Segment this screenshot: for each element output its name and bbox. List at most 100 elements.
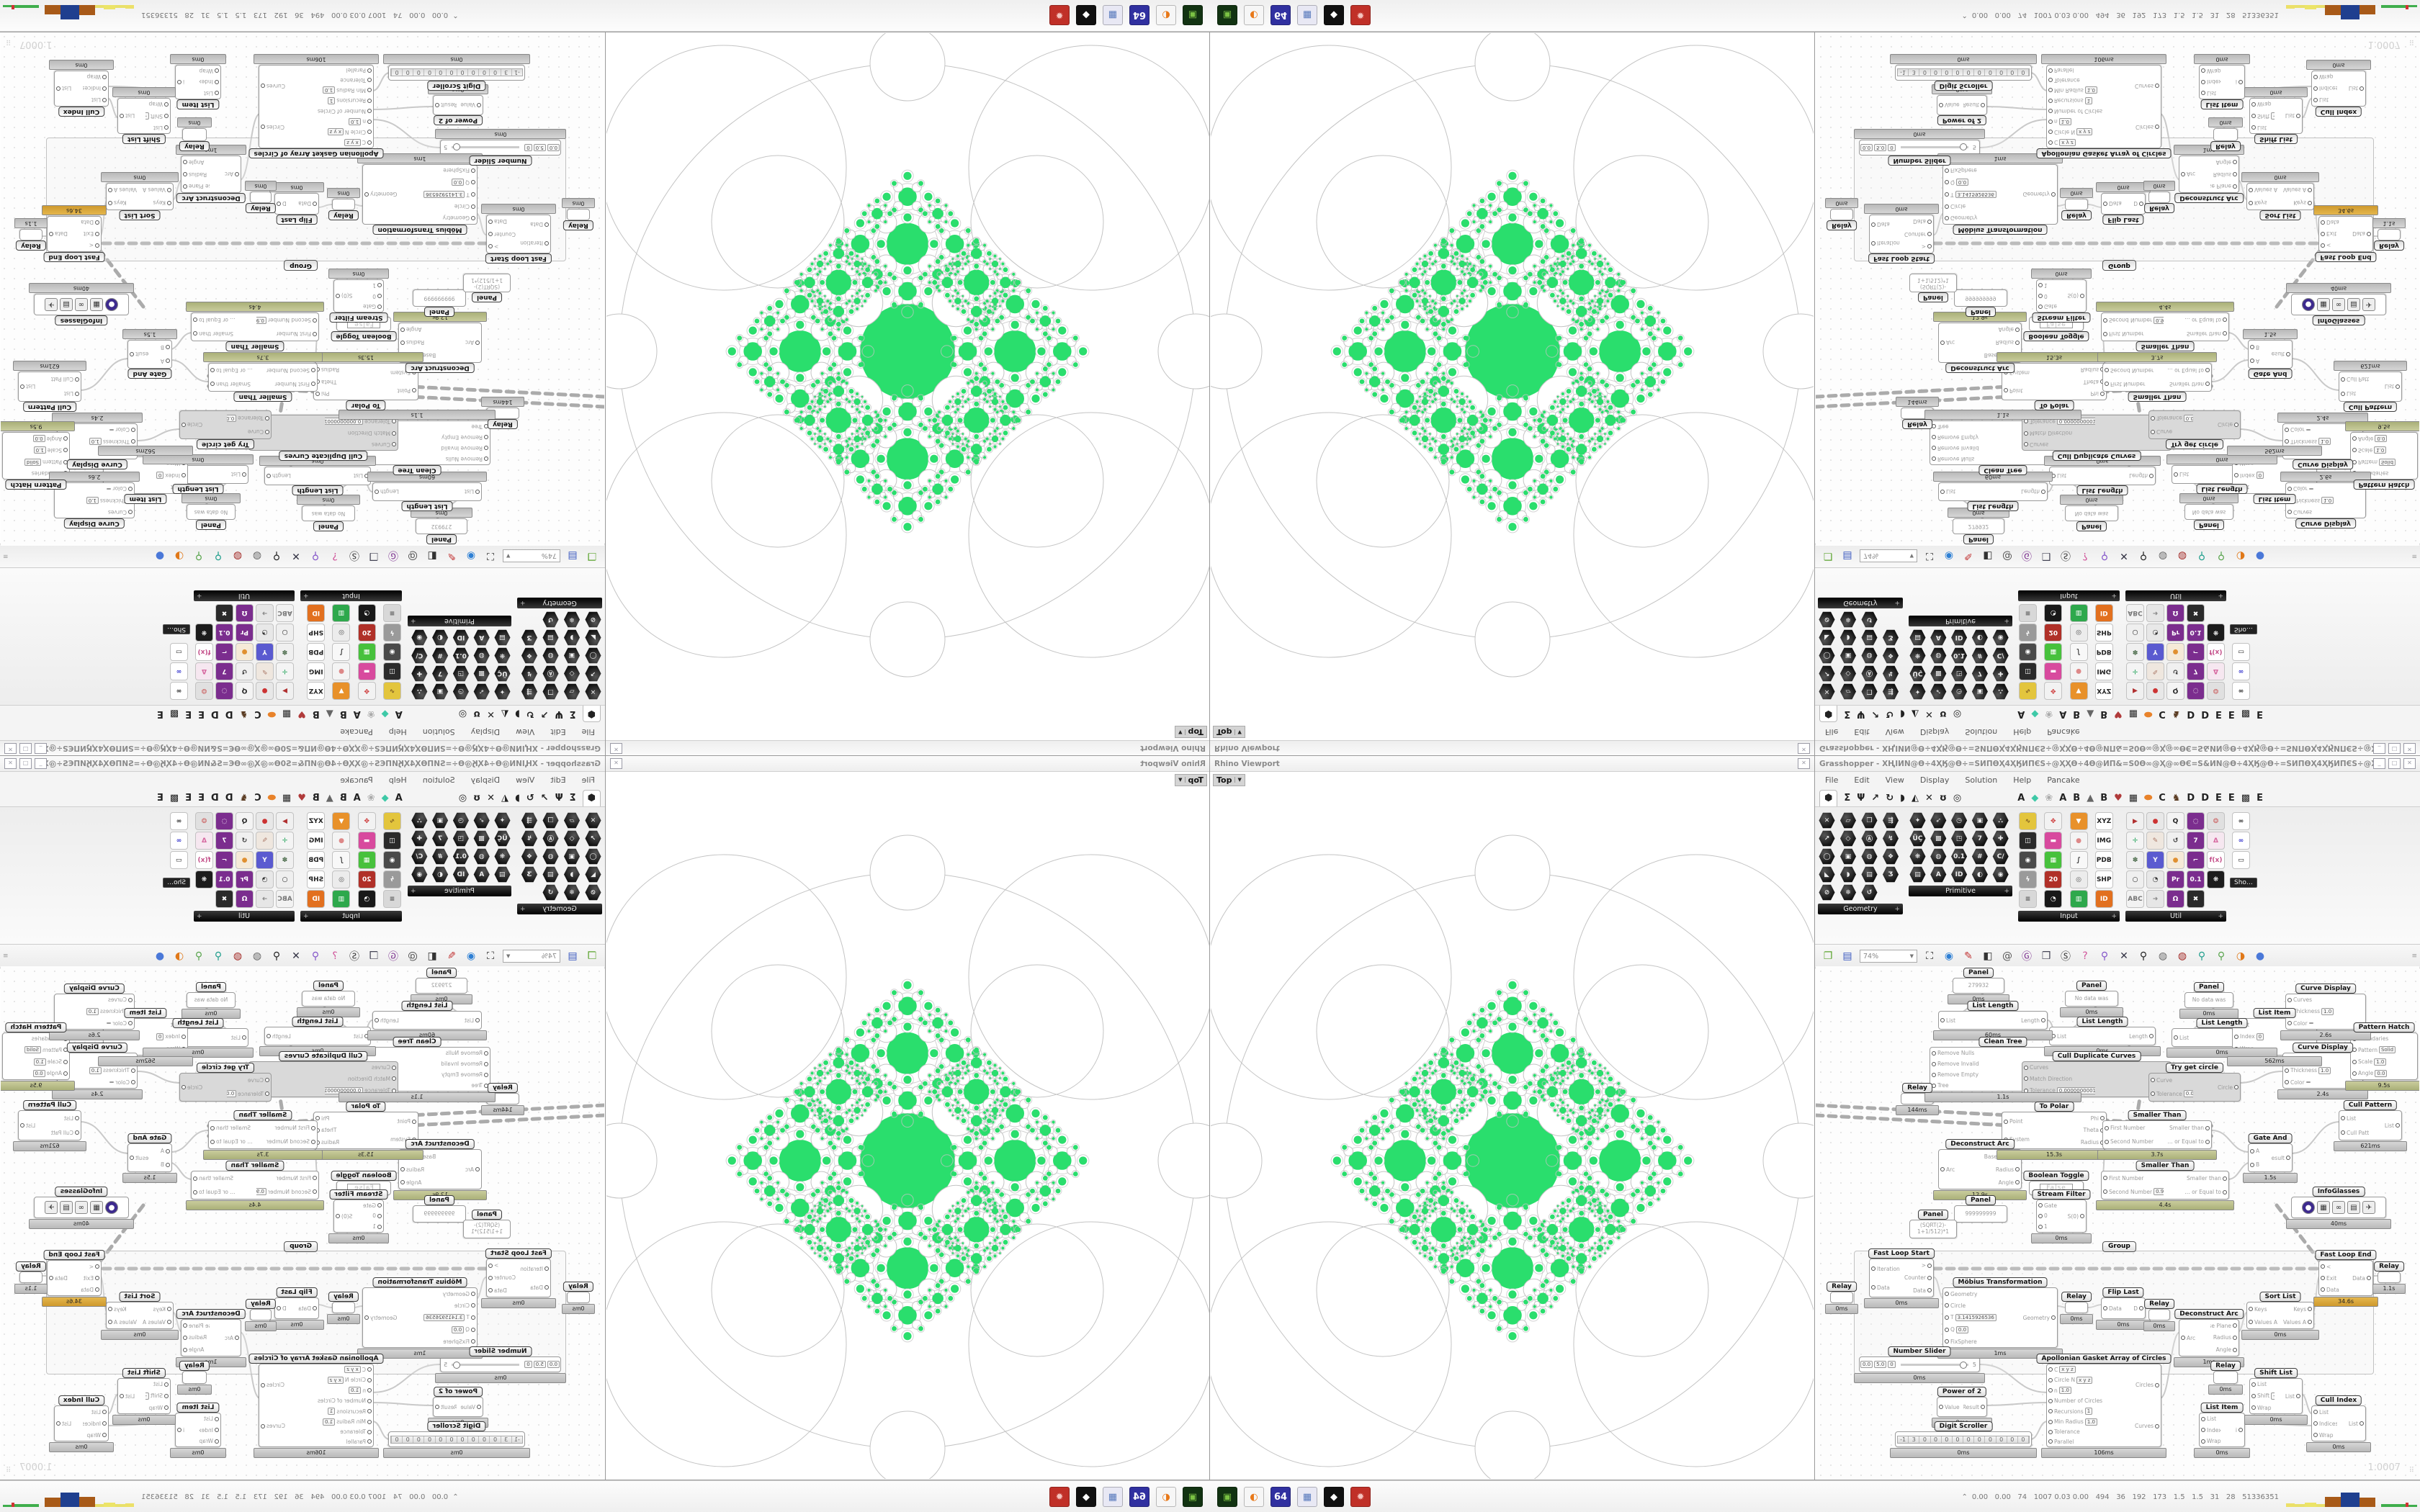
component-icon-util-2[interactable]: Q bbox=[236, 682, 254, 700]
component-icon-primitive-11[interactable]: ◍ bbox=[1930, 848, 1947, 865]
component-icon-primitive-2[interactable]: ◷ bbox=[452, 812, 469, 829]
node-name-tag[interactable]: List Length bbox=[1967, 1001, 2019, 1011]
gh-node-sort-list-36[interactable]: Sort List Keys Values A Keys Values A 0ms bbox=[101, 1292, 179, 1340]
component-icon-input-11[interactable]: PDB bbox=[307, 643, 326, 661]
output-port[interactable] bbox=[2139, 202, 2143, 206]
component-icon-geometry-16[interactable]: ⊘ bbox=[585, 611, 601, 628]
node-name-tag[interactable]: Panel bbox=[313, 981, 344, 991]
component-icon-geometry-14[interactable]: ▤ bbox=[1861, 629, 1878, 646]
tab-plugin-16[interactable]: ▩ bbox=[169, 793, 179, 804]
value-chip[interactable]: 0.0000000001 bbox=[2183, 414, 2193, 422]
input-port[interactable] bbox=[166, 1148, 170, 1153]
node-name-tag[interactable]: Panel bbox=[1917, 1210, 1949, 1220]
scrollbar-collapse-icon[interactable]: ≡ bbox=[3, 552, 9, 559]
node-name-tag[interactable]: Panel bbox=[426, 968, 457, 978]
dark-app-icon[interactable]: ◆ bbox=[1076, 5, 1096, 25]
node-name-tag[interactable]: Relay bbox=[16, 1261, 46, 1272]
node-name-tag[interactable]: Curve Display bbox=[67, 1043, 127, 1053]
node-name-tag[interactable]: Number Slider bbox=[469, 156, 532, 166]
input-port[interactable] bbox=[471, 1292, 475, 1296]
slider-track[interactable] bbox=[452, 143, 520, 151]
zoom-level-input[interactable]: 74% ▼ bbox=[1860, 950, 1917, 963]
pin-green-button[interactable]: ⚲ bbox=[194, 550, 203, 562]
input-port[interactable] bbox=[167, 1307, 171, 1311]
component-icon-geometry-3[interactable]: ⇶ bbox=[521, 812, 538, 829]
gh-node-digit-scroller-32[interactable]: Digit Scroller -1 3 0 0 0 0 0 0 0 0 0 0 0ms bbox=[1890, 54, 2037, 91]
tab-plugin-12[interactable]: D bbox=[2187, 793, 2195, 804]
value-chip[interactable]: Solid bbox=[2378, 458, 2396, 466]
tab-category-2[interactable]: Ψ bbox=[1857, 793, 1865, 804]
component-icon-input-10[interactable]: ∫ bbox=[332, 643, 351, 661]
component-icon-util-22[interactable]: Ω bbox=[2166, 604, 2184, 622]
component-icon-util-8[interactable]: 7 bbox=[2187, 832, 2205, 850]
input-port[interactable] bbox=[2038, 1224, 2043, 1229]
viewport-close-button[interactable]: ✕ bbox=[1798, 758, 1810, 769]
infoglasses-icon-4[interactable]: ✈ bbox=[2362, 1201, 2375, 1214]
component-icon-primitive-13[interactable]: # bbox=[1971, 647, 1988, 664]
component-icon-input-4[interactable]: ◫ bbox=[383, 832, 401, 850]
output-port[interactable] bbox=[2155, 125, 2159, 130]
gh-node-list-length-1[interactable]: List Length List Length 60ms bbox=[1933, 1001, 2053, 1040]
gh-node-digit-scroller-32[interactable]: Digit Scroller -1 3 0 0 0 0 0 0 0 0 0 0 0ms bbox=[1890, 1421, 2037, 1458]
calculator-icon[interactable]: ▦ bbox=[1297, 1487, 1317, 1507]
gh-node-relay-39[interactable]: Relay 0ms bbox=[177, 1361, 212, 1395]
component-icon-input-6[interactable]: ● bbox=[332, 662, 351, 680]
node-name-tag[interactable]: Shift List bbox=[2254, 134, 2298, 144]
output-port[interactable] bbox=[2396, 1123, 2400, 1128]
minimize-button[interactable]: _ bbox=[35, 758, 47, 769]
output-port[interactable] bbox=[2080, 1214, 2084, 1218]
gh-node-flip-last-29[interactable]: Flip Last Data D 0ms bbox=[2096, 1287, 2151, 1330]
tab-plugin-5[interactable]: ▲ bbox=[326, 793, 333, 804]
component-icon-input-1[interactable]: ✥ bbox=[357, 812, 376, 830]
node-name-tag[interactable]: Möbius Transformation bbox=[1953, 225, 2048, 235]
input-port[interactable] bbox=[2201, 68, 2205, 73]
chevron-down-icon[interactable]: ▼ bbox=[1909, 553, 1914, 559]
output-port[interactable] bbox=[2233, 184, 2237, 189]
component-icon-geometry-11[interactable]: ❖ bbox=[521, 647, 538, 664]
node-name-tag[interactable]: Panel bbox=[1963, 968, 1994, 978]
tab-plugin-7[interactable]: ♥ bbox=[297, 793, 306, 804]
node-name-tag[interactable]: Relay bbox=[2061, 1292, 2092, 1302]
node-name-tag[interactable]: Sort List bbox=[119, 210, 161, 220]
input-port[interactable] bbox=[471, 1315, 475, 1320]
value-chip[interactable]: 0.0000000001 bbox=[227, 414, 237, 422]
tab-plugin-0[interactable]: A bbox=[2017, 708, 2025, 719]
node-name-tag[interactable]: InfoGlasses bbox=[2312, 1187, 2365, 1197]
component-icon-primitive-2[interactable]: ◷ bbox=[1951, 683, 1968, 700]
component-icon-primitive-11[interactable]: ◍ bbox=[473, 647, 490, 664]
gh-node-list-length-1[interactable]: List Length List Length 60ms bbox=[1933, 472, 2053, 511]
gh-node-relay-26[interactable]: Relay 0ms bbox=[562, 198, 595, 230]
component-icon-input-10[interactable]: ∫ bbox=[2069, 643, 2088, 661]
sketch-tool-button[interactable]: ✎ bbox=[1964, 550, 1973, 562]
component-icon-util-0[interactable]: ▶ bbox=[2126, 682, 2144, 700]
gh-node-gate-and-21[interactable]: Gate AndABResult1.5s bbox=[2243, 1133, 2298, 1183]
component-icon-primitive-3[interactable]: ▣ bbox=[1971, 812, 1988, 829]
red-app-icon[interactable]: ✹ bbox=[1350, 1487, 1371, 1507]
input-port[interactable] bbox=[2313, 86, 2318, 91]
input-port[interactable] bbox=[313, 1176, 317, 1181]
input-port[interactable] bbox=[95, 220, 99, 225]
floppy64-icon[interactable]: 64 bbox=[1270, 5, 1291, 25]
output-port[interactable] bbox=[488, 1288, 493, 1293]
gha-assembly-button[interactable]: Ⓖ bbox=[2022, 951, 2032, 963]
component-icon-primitive-14[interactable]: C/ bbox=[411, 848, 428, 865]
input-port[interactable] bbox=[2048, 88, 2053, 93]
tab-plugin-0[interactable]: A bbox=[395, 708, 403, 719]
component-icon-input-17[interactable]: ◔ bbox=[2044, 890, 2063, 908]
node-name-tag[interactable]: Cull Pattern bbox=[2343, 402, 2398, 412]
chevron-down-icon[interactable]: ▼ bbox=[1234, 729, 1242, 735]
component-icon-util-13[interactable]: ⌐ bbox=[2187, 643, 2205, 661]
gh-group-label[interactable]: Group bbox=[2102, 260, 2136, 271]
input-port[interactable] bbox=[164, 1382, 169, 1387]
input-port[interactable] bbox=[1932, 456, 1936, 462]
save-file-button[interactable]: ▤ bbox=[568, 550, 578, 562]
gh-node-pattern-hatch-17[interactable]: Pattern Hatch Boundaries Pattern Solid Scale… bbox=[2345, 1022, 2419, 1091]
gh-node-fast-loop-start-25[interactable]: Fast Loop StartIterationsData>CounterDat… bbox=[1864, 204, 1939, 264]
tab-plugin-12[interactable]: D bbox=[225, 793, 233, 804]
tab-plugin-16[interactable]: ▩ bbox=[2241, 708, 2251, 719]
component-icon-primitive-12[interactable]: 0.1 bbox=[1951, 647, 1968, 664]
component-icon-primitive-16[interactable]: A bbox=[1930, 866, 1947, 883]
component-icon-primitive-10[interactable]: ❋ bbox=[1909, 848, 1926, 865]
